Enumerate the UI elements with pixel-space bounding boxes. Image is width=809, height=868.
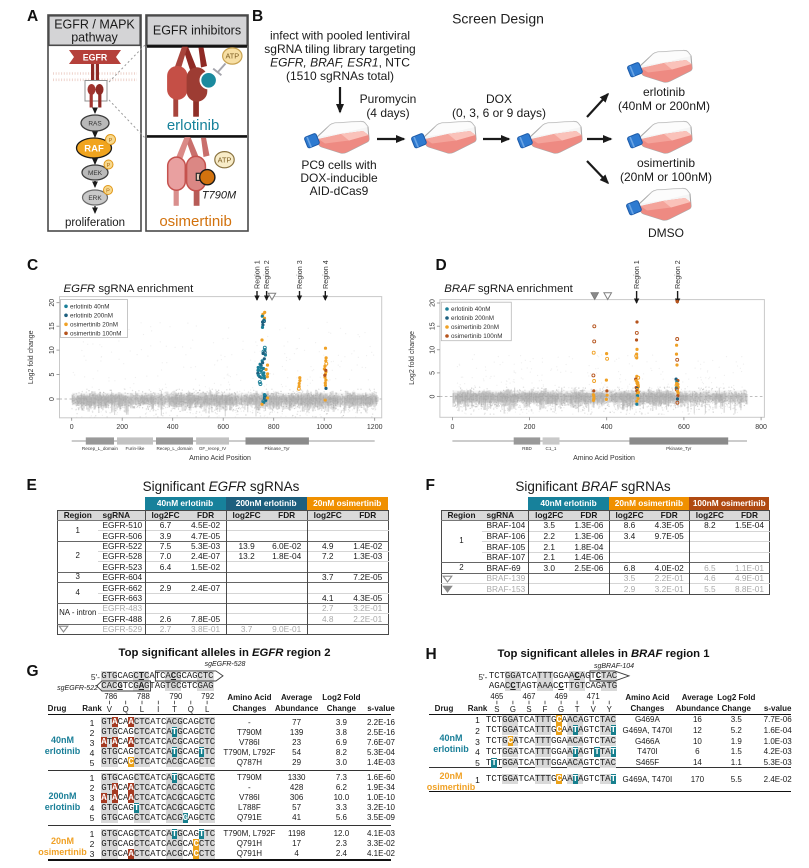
svg-text:erlotinib 40nM: erlotinib 40nM [451, 306, 491, 313]
svg-text:DOX: DOX [486, 92, 512, 106]
svg-text:0: 0 [49, 397, 56, 401]
svg-text:15: 15 [430, 322, 437, 330]
svg-text:PC9 cells with: PC9 cells with [301, 158, 376, 172]
svg-text:Recep_L_domain: Recep_L_domain [82, 446, 118, 451]
svg-text:MEK: MEK [88, 170, 103, 177]
svg-text:20: 20 [49, 299, 56, 307]
svg-text:osimertinib 100nM: osimertinib 100nM [70, 331, 121, 338]
svg-text:osimertinib: osimertinib [159, 213, 232, 230]
svg-text:Region 2: Region 2 [673, 260, 682, 289]
svg-text:20: 20 [430, 299, 437, 307]
svg-text:P: P [107, 163, 111, 169]
svg-text:0: 0 [70, 424, 74, 431]
svg-text:ERK: ERK [88, 195, 102, 202]
svg-text:(1510 sgRNAs total): (1510 sgRNAs total) [286, 69, 394, 83]
svg-text:DOX-inducible: DOX-inducible [300, 171, 378, 185]
svg-text:ATP: ATP [218, 155, 232, 164]
svg-text:800: 800 [268, 424, 280, 431]
svg-text:1200: 1200 [367, 424, 383, 431]
svg-text:600: 600 [678, 424, 690, 431]
svg-text:BRAF sgRNA enrichment: BRAF sgRNA enrichment [444, 283, 573, 295]
svg-text:200: 200 [116, 424, 128, 431]
svg-text:P: P [106, 188, 110, 194]
svg-text:Log2 fold change: Log2 fold change [409, 331, 416, 385]
svg-text:osimertinib: osimertinib [637, 156, 695, 170]
svg-text:pathway: pathway [71, 31, 118, 45]
svg-text:Region 1: Region 1 [253, 260, 262, 289]
svg-text:Furin-like: Furin-like [126, 446, 145, 451]
svg-text:200: 200 [524, 424, 536, 431]
svg-text:0: 0 [450, 424, 454, 431]
svg-text:osimertinib 100nM: osimertinib 100nM [451, 333, 502, 340]
svg-text:DMSO: DMSO [648, 226, 684, 240]
svg-text:(20nM or 100nM): (20nM or 100nM) [620, 170, 712, 184]
svg-text:15: 15 [49, 322, 56, 330]
svg-text:Puromycin: Puromycin [360, 92, 417, 106]
svg-text:400: 400 [601, 424, 613, 431]
svg-text:Pkinase_Tyr: Pkinase_Tyr [666, 446, 692, 451]
svg-text:erlotinib 200nM: erlotinib 200nM [70, 313, 113, 320]
svg-text:osimertinib 20nM: osimertinib 20nM [70, 322, 118, 329]
svg-text:RAS: RAS [88, 121, 102, 128]
svg-text:600: 600 [217, 424, 229, 431]
svg-text:erlotinib 40nM: erlotinib 40nM [70, 304, 110, 311]
svg-text:proliferation: proliferation [65, 217, 125, 229]
svg-text:10: 10 [430, 346, 437, 354]
svg-text:Region 1: Region 1 [632, 260, 641, 289]
svg-text:5: 5 [49, 372, 56, 376]
svg-text:infect with pooled lentiviral: infect with pooled lentiviral [270, 29, 410, 43]
svg-text:(4 days): (4 days) [366, 106, 409, 120]
svg-text:EGFR: EGFR [83, 52, 108, 62]
svg-text:Amino Acid Position: Amino Acid Position [573, 455, 635, 462]
svg-text:erlotinib: erlotinib [167, 117, 220, 134]
svg-text:C1_1: C1_1 [546, 446, 557, 451]
svg-text:800: 800 [755, 424, 767, 431]
svg-text:(40nM or 200nM): (40nM or 200nM) [618, 99, 710, 113]
svg-text:RBD: RBD [522, 446, 532, 451]
svg-text:erlotinib 200nM: erlotinib 200nM [451, 315, 494, 322]
svg-text:EGFR inhibitors: EGFR inhibitors [153, 24, 241, 38]
svg-text:GF_recep_IV: GF_recep_IV [199, 446, 227, 451]
svg-text:(0, 3, 6 or 9 days): (0, 3, 6 or 9 days) [452, 106, 546, 120]
svg-text:5: 5 [430, 371, 437, 375]
svg-text:erlotinib: erlotinib [643, 85, 685, 99]
svg-text:sgRNA tiling library targeting: sgRNA tiling library targeting [264, 42, 415, 56]
svg-text:Pkinase_Tyr: Pkinase_Tyr [265, 446, 291, 451]
svg-text:Region 2: Region 2 [262, 260, 271, 289]
svg-text:Screen Design: Screen Design [452, 11, 544, 27]
svg-text:RAF: RAF [84, 144, 104, 155]
svg-text:Recep_L_domain: Recep_L_domain [156, 446, 192, 451]
svg-text:1000: 1000 [316, 424, 332, 431]
svg-text:10: 10 [49, 346, 56, 354]
svg-text:Region 3: Region 3 [295, 260, 304, 289]
svg-text:AID-dCas9: AID-dCas9 [310, 184, 369, 198]
svg-text:EGFR, BRAF, ESR1, NTC: EGFR, BRAF, ESR1, NTC [270, 56, 410, 70]
svg-text:Log2 fold change: Log2 fold change [28, 330, 35, 384]
svg-text:P: P [109, 138, 113, 144]
svg-text:400: 400 [167, 424, 179, 431]
svg-text:Region 4: Region 4 [321, 260, 330, 289]
svg-text:0: 0 [430, 395, 437, 399]
svg-text:ATP: ATP [225, 52, 239, 61]
svg-text:EGFR sgRNA enrichment: EGFR sgRNA enrichment [64, 283, 195, 295]
svg-text:EGFR / MAPK: EGFR / MAPK [54, 18, 135, 32]
svg-text:T790M: T790M [202, 190, 237, 202]
svg-text:Amino Acid Position: Amino Acid Position [189, 455, 251, 462]
svg-text:osimertinib 20nM: osimertinib 20nM [451, 324, 499, 331]
